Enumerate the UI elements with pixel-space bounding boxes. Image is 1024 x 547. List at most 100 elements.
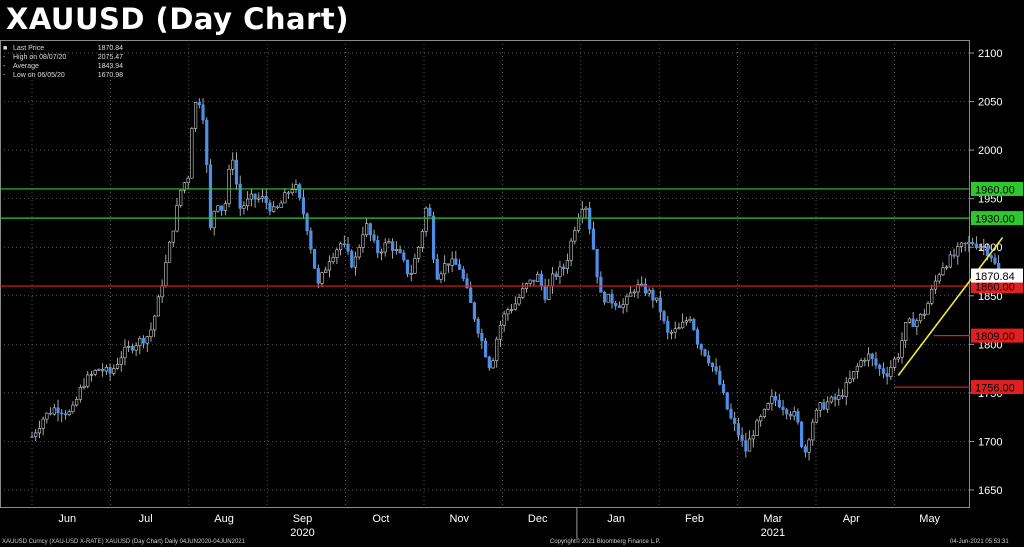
y-tick-label: 1850: [978, 291, 1002, 303]
candle-body: [279, 202, 283, 208]
candle-body: [338, 243, 343, 251]
candle-body: [521, 288, 525, 298]
candle-body: [405, 259, 410, 275]
candle: [918, 313, 923, 324]
candle: [145, 335, 149, 352]
candle-body: [465, 278, 469, 289]
level-label-box: [971, 211, 1023, 226]
candle-body: [361, 234, 365, 248]
candle: [428, 203, 432, 217]
candle-body: [547, 285, 551, 300]
candle: [357, 244, 361, 260]
candle: [398, 245, 402, 254]
candle: [510, 304, 514, 314]
candle: [874, 351, 878, 369]
candle-body: [417, 247, 421, 259]
candle: [82, 378, 86, 390]
candle-body: [640, 283, 644, 286]
candle: [309, 227, 313, 254]
candle: [562, 263, 566, 276]
candle-body: [346, 243, 350, 252]
candle: [446, 263, 451, 273]
candle-body: [800, 421, 804, 447]
candle-body: [78, 387, 82, 400]
candle-body: [123, 346, 127, 359]
candle: [372, 229, 376, 244]
candle: [651, 287, 655, 309]
y-tick-label: 1950: [978, 194, 1002, 206]
candle: [383, 238, 387, 257]
candle-body: [290, 189, 294, 194]
candle-body: [450, 258, 454, 266]
candle: [469, 281, 473, 303]
candle-body: [695, 329, 700, 345]
x-tick-label: Feb: [685, 513, 704, 525]
candle-body: [833, 396, 837, 400]
candle: [48, 407, 53, 416]
candle-body: [357, 247, 361, 258]
candle: [785, 407, 789, 420]
candle: [186, 175, 190, 190]
candle-body: [647, 289, 651, 294]
candle: [681, 313, 685, 329]
candle-body: [249, 193, 253, 200]
candle-body: [127, 345, 131, 348]
candle: [766, 402, 770, 411]
candle: [800, 421, 804, 449]
candle: [792, 406, 796, 421]
candle: [896, 353, 900, 363]
candle-body: [662, 311, 666, 322]
candle-body: [312, 248, 317, 269]
candle: [279, 200, 283, 208]
candle: [316, 264, 320, 289]
x-tick-label: Jan: [607, 513, 625, 525]
candle-body: [878, 364, 882, 369]
candle: [361, 226, 365, 253]
candle-body: [495, 338, 499, 361]
candle: [331, 252, 335, 265]
candle: [658, 290, 662, 321]
candle: [617, 301, 622, 308]
candle-body: [93, 370, 97, 375]
candle-body: [193, 102, 198, 129]
candle: [327, 255, 332, 278]
candle: [164, 254, 168, 288]
candle: [773, 391, 778, 407]
candle: [171, 230, 175, 247]
y-tick-label: 2000: [978, 145, 1002, 157]
candle: [205, 117, 209, 173]
candle-body: [985, 246, 990, 256]
candle: [517, 293, 521, 306]
candle: [669, 329, 674, 340]
candle-body: [212, 210, 216, 229]
candle: [190, 127, 194, 179]
candle-body: [658, 297, 662, 312]
level-label: 1756.00: [975, 383, 1015, 395]
candle: [811, 418, 815, 446]
candle: [521, 282, 525, 300]
candle-body: [227, 168, 231, 205]
x-tick-label: Mar: [763, 513, 782, 525]
candle: [725, 392, 729, 411]
x-tick-label: Nov: [449, 513, 469, 525]
candle: [465, 273, 469, 290]
candle-body: [576, 217, 581, 231]
candle-body: [383, 242, 387, 253]
candle: [409, 264, 413, 282]
candle: [495, 336, 499, 368]
candle: [930, 284, 934, 306]
candle-body: [911, 318, 915, 328]
candle: [721, 379, 726, 395]
candle: [457, 259, 462, 270]
candle-body: [692, 318, 696, 331]
candle-body: [591, 228, 596, 250]
x-tick-label: Aug: [214, 513, 234, 525]
candle-body: [617, 305, 622, 308]
candle: [956, 242, 960, 265]
candle-body: [971, 241, 975, 245]
candle-body: [457, 264, 462, 270]
candle-body: [762, 408, 767, 417]
candle: [238, 175, 242, 217]
y-tick-label: 1900: [978, 242, 1002, 254]
